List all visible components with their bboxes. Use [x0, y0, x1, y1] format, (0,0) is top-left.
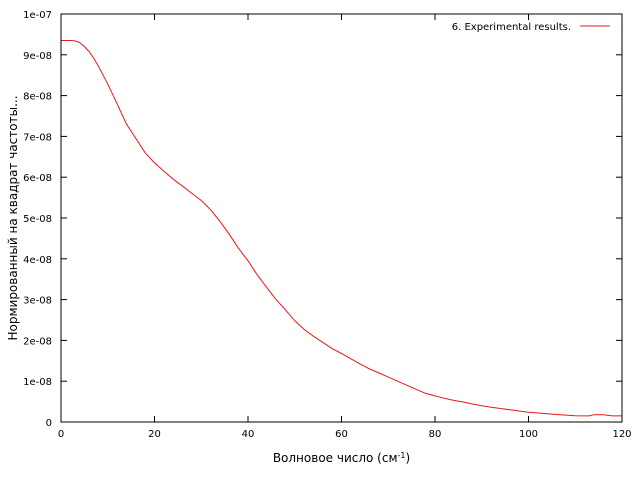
x-tick-label: 120: [612, 429, 631, 440]
y-tick-label: 8e-08: [23, 92, 52, 103]
y-tick-label: 4e-08: [23, 255, 52, 266]
x-axis-title-main: Волновое число (см: [273, 451, 398, 465]
y-tick-label: 2e-08: [23, 336, 52, 347]
y-axis-title: Нормированный на квадрат частоты...: [6, 95, 20, 340]
y-tick-label: 1e-07: [23, 10, 52, 21]
y-tick-label: 6e-08: [23, 173, 52, 184]
y-tick-label: 1e-08: [23, 377, 52, 388]
y-tick-label: 7e-08: [23, 132, 52, 143]
y-tick-label: 3e-08: [23, 296, 52, 307]
x-tick-label: 0: [58, 429, 64, 440]
x-axis-title-superscript: -1: [398, 451, 406, 460]
x-axis-title: Волновое число (см-1): [273, 451, 410, 466]
legend-label: 6. Experimental results.: [452, 22, 571, 33]
y-tick-label: 9e-08: [23, 51, 52, 62]
x-tick-label: 60: [335, 429, 348, 440]
x-tick-label: 40: [242, 429, 255, 440]
y-tick-label: 5e-08: [23, 214, 52, 225]
series-line: [61, 40, 622, 417]
x-tick-label: 100: [519, 429, 538, 440]
legend: 6. Experimental results.: [452, 22, 610, 33]
y-tick-label: 0: [46, 418, 52, 429]
x-axis-title-suffix: ): [405, 451, 410, 465]
x-tick-label: 80: [429, 429, 442, 440]
ticks-layer: 0 20 40 60 80 100 120 0 1e-08 2e-08 3e-08 4e-08 5e-0…: [23, 10, 631, 440]
x-tick-label: 20: [148, 429, 161, 440]
series-layer: [61, 40, 622, 417]
plot-frame: [60, 13, 623, 423]
